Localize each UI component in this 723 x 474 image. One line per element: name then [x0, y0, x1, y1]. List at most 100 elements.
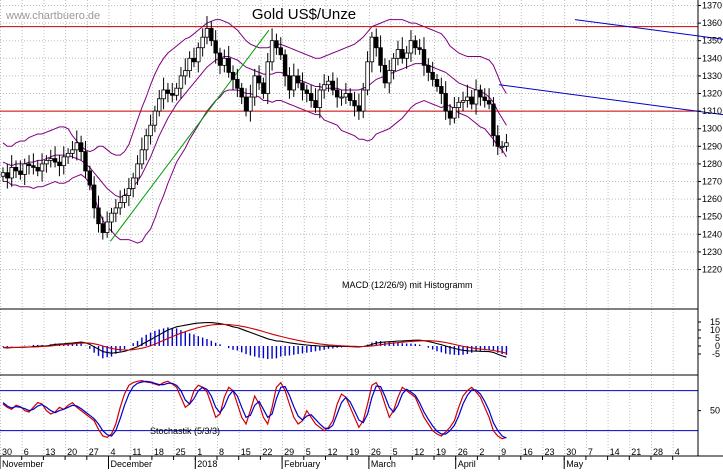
time-axis-label: 13	[45, 447, 55, 457]
candle-body	[5, 172, 10, 179]
candle-body	[222, 57, 227, 66]
candle-body	[417, 47, 422, 50]
candle-body	[87, 170, 92, 186]
candle-body	[52, 158, 58, 163]
price-axis-label: 1240	[702, 229, 722, 239]
candle-body	[183, 70, 188, 77]
candle-body	[174, 87, 179, 96]
candle-body	[317, 89, 323, 108]
time-axis-label: 20	[67, 447, 77, 457]
candle-body	[239, 87, 244, 98]
candle-body	[35, 167, 40, 172]
candle-body	[165, 89, 171, 94]
candle-body	[465, 96, 470, 101]
stochastic-axis-label: 50	[710, 406, 720, 416]
candle-body	[343, 93, 349, 98]
candle-body	[44, 159, 49, 165]
candle-body	[478, 89, 483, 98]
candle-body	[100, 223, 106, 233]
candle-body	[413, 40, 418, 49]
candle-body	[178, 75, 184, 89]
candle-body	[13, 167, 19, 172]
macd-axis-label: 5	[715, 333, 720, 343]
macd-signal-line	[2, 323, 507, 354]
candle-body	[339, 96, 344, 99]
price-panel	[0, 16, 723, 244]
uptrend-line	[109, 29, 270, 242]
candle-body	[74, 142, 79, 151]
time-axis-label: 9	[501, 447, 506, 457]
price-axis-label: 1250	[702, 212, 722, 222]
time-axis-label: 5	[393, 447, 398, 457]
candle-body	[26, 163, 32, 167]
price-axis-label: 1260	[702, 194, 722, 204]
candle-body	[113, 207, 119, 214]
candle-body	[31, 165, 36, 168]
candle-body	[256, 75, 262, 84]
candle-body	[61, 156, 66, 167]
price-axis-label: 1320	[702, 89, 722, 99]
candle-body	[434, 79, 440, 87]
price-axis-label: 1230	[702, 247, 722, 257]
macd-title: MACD (12/26/9) mit Histogramm	[342, 280, 473, 290]
candle-body	[209, 27, 214, 42]
price-axis-label: 1340	[702, 53, 722, 63]
candle-body	[48, 158, 53, 161]
candle-body	[308, 93, 314, 101]
candle-body	[204, 27, 210, 38]
candle-body	[304, 89, 309, 94]
month-label: May	[566, 459, 584, 469]
time-axis-label: 16	[523, 447, 533, 457]
time-axis-label: 5	[306, 447, 311, 457]
time-axis-label: 8	[219, 447, 224, 457]
candle-body	[230, 71, 236, 80]
candle-body	[213, 40, 218, 54]
candle-body	[447, 110, 453, 119]
candle-body	[443, 93, 448, 112]
candle-body	[269, 40, 275, 63]
month-label: December	[111, 459, 153, 469]
candle-body	[378, 47, 383, 66]
candle-body	[78, 142, 84, 152]
time-axis-label: 26	[458, 447, 468, 457]
candle-body	[330, 80, 336, 91]
macd-panel	[0, 308, 698, 360]
candle-body	[252, 75, 257, 98]
macd-axis-label: -5	[712, 349, 720, 359]
candle-body	[274, 40, 279, 49]
price-axis-label: 1330	[702, 71, 722, 81]
bollinger-upper-line	[2, 19, 507, 156]
candle-body	[404, 52, 409, 59]
candle-body	[91, 184, 97, 209]
time-axis-label: 30	[566, 447, 576, 457]
stochastic-panel	[0, 374, 698, 440]
candle-body	[170, 93, 175, 96]
stochastic-title: Stochastik (5/3/3)	[150, 426, 220, 436]
time-axis-label: 4	[111, 447, 116, 457]
time-axis-label: 15	[241, 447, 251, 457]
candle-body	[148, 124, 153, 137]
time-axis-label: 22	[262, 447, 272, 457]
candle-body	[9, 167, 14, 179]
candle-body	[374, 36, 379, 49]
time-axis-label: 19	[349, 447, 359, 457]
candle-body	[191, 57, 197, 63]
candle-body	[365, 61, 370, 91]
candle-body	[400, 49, 405, 59]
month-label: March	[371, 459, 396, 469]
candle-body	[122, 195, 127, 204]
candle-body	[243, 96, 249, 112]
candle-body	[22, 163, 27, 175]
time-axis-label: 21	[631, 447, 641, 457]
candle-body	[278, 47, 283, 56]
candle-body	[391, 57, 396, 72]
price-axis-label: 1290	[702, 141, 722, 151]
time-axis-label: 6	[24, 447, 29, 457]
time-axis-label: 2	[479, 447, 484, 457]
macd-axis-label: 0	[715, 341, 720, 351]
candle-body	[300, 82, 305, 91]
candle-body	[70, 149, 75, 154]
candle-body	[504, 142, 509, 147]
